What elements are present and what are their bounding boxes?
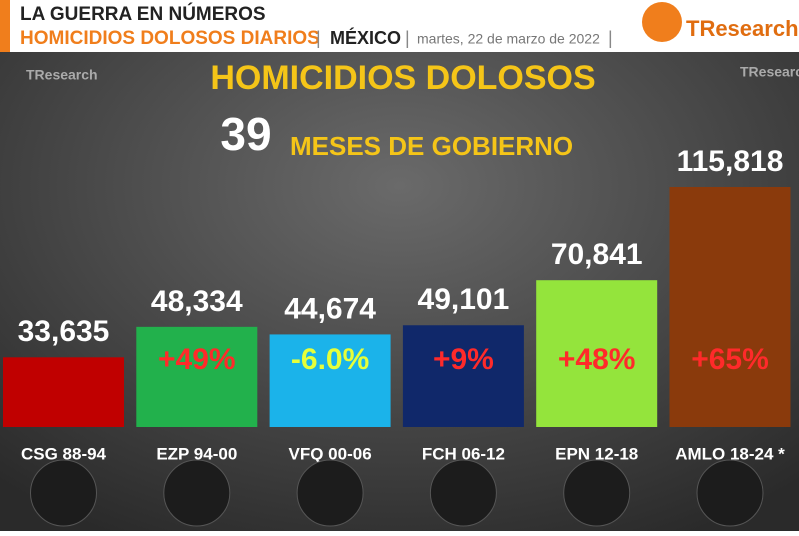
value-label: 33,635 [18, 315, 110, 348]
value-label: 70,841 [551, 238, 643, 271]
separator: | [405, 28, 410, 48]
change-label: +9% [433, 343, 494, 376]
separator: | [608, 28, 613, 48]
bar [136, 326, 258, 427]
bar [269, 334, 391, 427]
x-tick-label: CSG 88-94 [21, 444, 107, 463]
x-tick-label: EZP 94-00 [156, 444, 237, 463]
portrait [696, 459, 764, 527]
x-tick-label: EPN 12-18 [555, 444, 638, 463]
logo-icon [642, 2, 682, 42]
header-country: MÉXICO [330, 27, 401, 48]
portrait [296, 459, 364, 527]
portrait [30, 459, 97, 527]
header-title: LA GUERRA EN NÚMEROS [20, 3, 266, 25]
watermark: TResearch [740, 64, 799, 80]
header-logo: TResearch [686, 16, 799, 41]
portrait [429, 459, 497, 527]
x-tick-label: VFQ 00-06 [289, 444, 372, 463]
header-subtitle: HOMICIDIOS DOLOSOS DIARIOS [20, 28, 320, 49]
value-label: 48,334 [151, 285, 243, 318]
x-tick-label: FCH 06-12 [422, 444, 505, 463]
chart-title: HOMICIDIOS DOLOSOS [210, 59, 595, 97]
bar [402, 325, 524, 427]
change-label: +65% [691, 343, 769, 376]
bar [536, 280, 658, 427]
change-label: +49% [158, 343, 236, 376]
portrait [563, 459, 631, 527]
value-label: 115,818 [677, 145, 784, 178]
x-tick-label: AMLO 18-24 * [675, 444, 785, 463]
watermark: TResearch [26, 67, 98, 83]
value-label: 44,674 [284, 292, 376, 325]
change-label: -6.0% [291, 343, 369, 376]
value-label: 49,101 [418, 283, 510, 316]
header-accent [0, 0, 10, 52]
bar [3, 357, 124, 427]
portrait [163, 459, 231, 527]
change-label: +48% [558, 343, 636, 376]
header-date: martes, 22 de marzo de 2022 [417, 31, 600, 47]
bar [669, 187, 791, 427]
separator: | [316, 28, 321, 48]
months-label: MESES DE GOBIERNO [290, 131, 573, 161]
months-count: 39 [220, 108, 271, 160]
